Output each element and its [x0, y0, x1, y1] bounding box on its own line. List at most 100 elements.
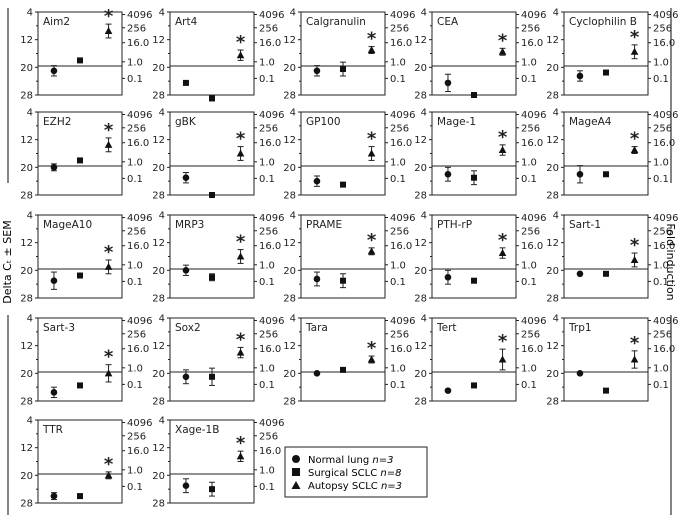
y-tick-label: 4 [159, 211, 165, 222]
y-tick-label: 12 [20, 341, 33, 352]
panel-title: Tara [305, 322, 328, 334]
y2-tick-label: 1.0 [521, 363, 537, 374]
y2-tick-label: 4096 [521, 110, 546, 121]
y2-tick-label: 1.0 [259, 157, 275, 168]
y2-tick-label: 16.0 [127, 38, 149, 49]
legend-label-text: Autopsy SCLC [308, 481, 378, 492]
y2-tick-label: 16.0 [521, 344, 543, 355]
y2-tick-label: 16.0 [521, 138, 543, 149]
y2-axis-title: Fold induction [664, 223, 677, 300]
y2-tick-label: 16.0 [259, 138, 281, 149]
legend-box [284, 446, 428, 498]
y2-tick-label: 4096 [127, 213, 152, 224]
y-tick-label: 28 [546, 294, 559, 305]
y-tick-label: 12 [283, 238, 296, 249]
y-tick-label: 20 [152, 266, 165, 277]
y-tick-label: 4 [27, 416, 33, 427]
legend-marker-circle [292, 455, 300, 463]
y2-tick-label: 1.0 [521, 260, 537, 271]
y2-tick-label: 256 [127, 226, 146, 237]
y-tick-label: 4 [159, 314, 165, 325]
y-tick-label: 12 [414, 341, 427, 352]
y2-tick-label: 256 [653, 123, 672, 134]
point-surgical-sclc [340, 277, 346, 284]
section-brackets [7, 8, 672, 515]
point-surgical-sclc [77, 382, 83, 389]
y-tick-label: 28 [414, 91, 427, 102]
point-autopsy-sclc [498, 146, 507, 154]
panel-gbk: 4 12 20 28 4096 256 16.0 1.0 0.1 gBK * [152, 108, 284, 202]
point-normal-lung [313, 275, 321, 283]
significance-marker: * [630, 235, 640, 256]
y-tick-label: 20 [20, 163, 33, 174]
point-autopsy-sclc [367, 149, 376, 157]
y2-tick-label: 1.0 [127, 57, 143, 68]
panel-cea: 4 12 20 28 4096 256 16.0 1.0 0.1 CEA * [414, 8, 546, 102]
y2-tick-label: 4096 [127, 10, 152, 21]
point-autopsy-sclc [104, 27, 113, 35]
panel-title: TTR [42, 424, 63, 436]
y-tick-label: 28 [283, 91, 296, 102]
y2-tick-label: 4096 [259, 10, 284, 21]
y2-tick-label: 0.1 [259, 482, 275, 493]
point-normal-lung [444, 170, 452, 178]
panel-title: Art4 [175, 16, 198, 28]
significance-marker: * [367, 230, 377, 251]
y-tick-label: 28 [152, 397, 165, 408]
y2-tick-label: 4096 [521, 213, 546, 224]
y-tick-label: 20 [152, 471, 165, 482]
y-tick-label: 12 [414, 35, 427, 46]
y2-tick-label: 0.1 [259, 74, 275, 85]
y2-tick-label: 256 [259, 431, 278, 442]
point-autopsy-sclc [104, 140, 113, 148]
legend-n: n=3 [372, 455, 393, 466]
y2-tick-label: 256 [127, 123, 146, 134]
point-surgical-sclc [77, 157, 83, 164]
panel-frame [37, 419, 123, 504]
y2-tick-label: 0.1 [521, 380, 537, 391]
y-tick-label: 4 [27, 314, 33, 325]
y-tick-label: 4 [421, 314, 427, 325]
panel-trp1: 4 12 20 28 4096 256 16.0 1.0 0.1 Trp1 * [546, 314, 678, 408]
point-normal-lung [182, 482, 190, 490]
y2-tick-label: 4096 [259, 316, 284, 327]
y2-tick-label: 0.1 [127, 277, 143, 288]
y-tick-label: 20 [152, 163, 165, 174]
y-axis-title: Delta Cₜ ± SEM [1, 220, 14, 303]
point-surgical-sclc [209, 192, 215, 198]
y2-tick-label: 256 [259, 123, 278, 134]
panel-title: gBK [175, 116, 197, 128]
y-tick-label: 20 [414, 266, 427, 277]
y2-tick-label: 256 [521, 329, 540, 340]
panel-title: GP100 [306, 116, 341, 128]
panel-ezh2: 4 12 20 28 4096 256 16.0 1.0 0.1 EZH2 * [20, 108, 152, 202]
panel-title: Sart-3 [43, 322, 75, 334]
panel-sart-3: 4 12 20 28 4096 256 16.0 1.0 0.1 Sart-3 * [20, 314, 152, 408]
point-autopsy-sclc [630, 47, 639, 55]
point-surgical-sclc [471, 382, 477, 389]
y2-tick-label: 256 [653, 329, 672, 340]
point-normal-lung [444, 79, 452, 87]
y-tick-label: 4 [553, 8, 559, 19]
y-tick-label: 12 [283, 341, 296, 352]
y2-tick-label: 4096 [653, 110, 678, 121]
point-normal-lung [50, 492, 58, 500]
y2-tick-label: 256 [259, 329, 278, 340]
point-normal-lung [576, 72, 584, 80]
y2-tick-label: 1.0 [127, 157, 143, 168]
point-autopsy-sclc [236, 252, 245, 260]
point-surgical-sclc [209, 274, 215, 281]
point-normal-lung [313, 177, 321, 185]
y-tick-label: 12 [414, 238, 427, 249]
panel-tara: 4 12 20 28 4096 256 16.0 1.0 0.1 Tara * [283, 314, 415, 408]
point-surgical-sclc [603, 387, 609, 394]
panel-title: MRP3 [175, 219, 204, 231]
y-tick-label: 20 [546, 163, 559, 174]
y-tick-label: 28 [152, 499, 165, 510]
y2-tick-label: 1.0 [259, 363, 275, 374]
point-surgical-sclc [603, 270, 609, 277]
y-tick-label: 20 [20, 266, 33, 277]
legend-label: Autopsy SCLC n=3 [308, 481, 402, 492]
